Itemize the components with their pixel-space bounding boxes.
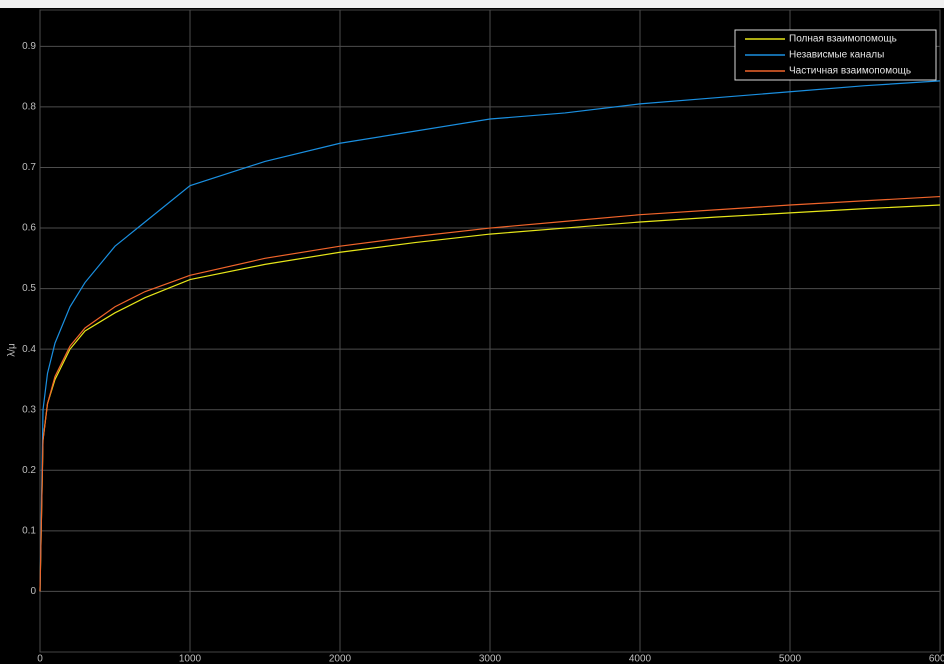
y-tick-label: 0.4 (22, 344, 36, 355)
x-tick-label: 0 (37, 654, 43, 664)
y-tick-label: 0.9 (22, 41, 36, 52)
y-axis-label: λ/μ (7, 343, 18, 357)
legend-label: Частичная взаимопомощь (789, 66, 911, 77)
legend: Полная взаимопомощь Независмые каналы Част… (734, 29, 937, 81)
legend-label: Независмые каналы (789, 50, 884, 61)
y-tick-label: 0.3 (22, 404, 36, 415)
y-tick-label: 0.2 (22, 465, 36, 476)
x-tick-label: 6000 (929, 654, 944, 664)
line-series (39, 80, 941, 592)
y-tick-label: 0.8 (22, 102, 36, 113)
y-tick-label: 0.7 (22, 162, 36, 173)
x-tick-label: 2000 (329, 654, 352, 664)
y-tick-label: 0.6 (22, 223, 36, 234)
y-tick-label: 0.5 (22, 283, 36, 294)
x-tick-label: 1000 (179, 654, 202, 664)
x-tick-label: 5000 (779, 654, 802, 664)
y-tick-label: 0 (30, 586, 36, 597)
y-tick-label: 0.1 (22, 526, 36, 537)
line-series (39, 195, 941, 592)
line-series (39, 204, 941, 592)
x-tick-label: 4000 (629, 654, 652, 664)
legend-label: Полная взаимопомощь (789, 34, 897, 45)
x-tick-label: 3000 (479, 654, 502, 664)
